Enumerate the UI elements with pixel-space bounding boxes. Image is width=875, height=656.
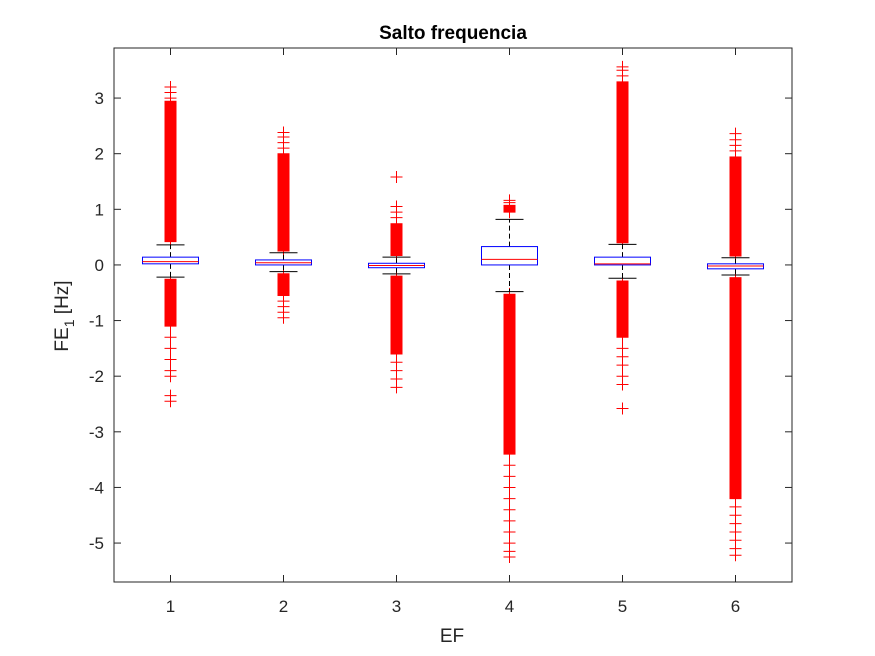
- outlier-point: [503, 550, 516, 563]
- y-tick-label: -5: [89, 534, 104, 553]
- outlier-point: [729, 274, 742, 287]
- box: [594, 256, 651, 266]
- outlier-point: [616, 402, 629, 415]
- x-tick-label: 6: [731, 597, 740, 616]
- outlier-point: [164, 353, 177, 366]
- y-axis-label: FE1 [Hz]: [52, 280, 77, 351]
- outlier-point: [503, 459, 516, 472]
- y-axis-label-main: FE: [52, 327, 73, 351]
- y-tick-label: 3: [95, 89, 104, 108]
- x-tick-label: 4: [505, 597, 514, 616]
- box-group-1: [142, 80, 199, 408]
- outlier-point: [503, 514, 516, 527]
- x-tick-label: 2: [279, 597, 288, 616]
- y-axis-label-unit: [Hz]: [52, 280, 73, 319]
- y-tick-label: -2: [89, 367, 104, 386]
- box-group-5: [594, 60, 651, 415]
- outlier-point: [164, 395, 177, 408]
- outlier-point: [729, 549, 742, 562]
- chart-title: Salto frequencia: [379, 23, 527, 44]
- outlier-point: [503, 481, 516, 494]
- outlier-point: [616, 378, 629, 391]
- y-tick-label: -3: [89, 423, 104, 442]
- outlier-point: [616, 359, 629, 372]
- x-axis-label: EF: [440, 626, 464, 647]
- x-tick-label: 3: [392, 597, 401, 616]
- outlier-point: [503, 525, 516, 538]
- y-tick-label: 0: [95, 256, 104, 275]
- outlier-point: [164, 370, 177, 383]
- y-tick-label: 2: [95, 145, 104, 164]
- box-group-2: [255, 126, 312, 324]
- outlier-point: [729, 127, 742, 140]
- axes-frame: [113, 47, 793, 583]
- y-tick-label: 1: [95, 200, 104, 219]
- outlier-point: [164, 342, 177, 355]
- box-group-3: [368, 171, 425, 394]
- y-axis-label-subscript: 1: [61, 319, 77, 327]
- x-tick-label: 1: [166, 597, 175, 616]
- y-tick-label: -1: [89, 312, 104, 331]
- box-group-4: [481, 194, 538, 563]
- outlier-point: [390, 171, 403, 184]
- box-group-6: [707, 127, 764, 562]
- outlier-point: [390, 381, 403, 394]
- outlier-point: [277, 311, 290, 324]
- outlier-point: [164, 331, 177, 344]
- outlier-point: [277, 126, 290, 139]
- y-tick-label: -4: [89, 478, 104, 497]
- outlier-point: [503, 503, 516, 516]
- outlier-point: [390, 200, 403, 213]
- box: [481, 246, 538, 266]
- box: [142, 256, 199, 265]
- plot-area: -5 -4 -3 -2 -1 0 1 2 3 1 2 3 4 5 6: [89, 47, 793, 616]
- outlier-point: [503, 492, 516, 505]
- outlier-point: [503, 470, 516, 483]
- outlier-point: [616, 60, 629, 73]
- x-tick-label: 5: [618, 597, 627, 616]
- outlier-point: [503, 194, 516, 207]
- outlier-point: [164, 80, 177, 93]
